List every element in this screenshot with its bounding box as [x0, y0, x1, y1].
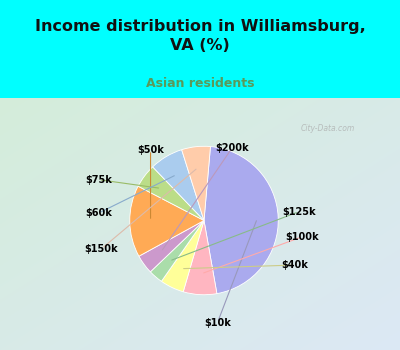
- Text: Income distribution in Williamsburg,
VA (%): Income distribution in Williamsburg, VA …: [35, 19, 365, 52]
- Text: $50k: $50k: [137, 145, 164, 155]
- Text: $125k: $125k: [282, 206, 316, 217]
- Text: $40k: $40k: [281, 260, 308, 270]
- Wedge shape: [150, 220, 204, 281]
- Text: $10k: $10k: [204, 318, 231, 328]
- Wedge shape: [138, 167, 204, 220]
- Text: Asian residents: Asian residents: [146, 77, 254, 90]
- Wedge shape: [139, 220, 204, 272]
- Wedge shape: [162, 220, 204, 292]
- Wedge shape: [153, 150, 204, 220]
- Wedge shape: [182, 146, 210, 220]
- Wedge shape: [130, 186, 204, 256]
- Text: $60k: $60k: [85, 208, 112, 218]
- Text: $100k: $100k: [285, 232, 319, 242]
- Text: $75k: $75k: [85, 175, 112, 185]
- Text: City-Data.com: City-Data.com: [301, 124, 355, 133]
- Wedge shape: [204, 147, 278, 294]
- Wedge shape: [183, 220, 217, 295]
- Text: $200k: $200k: [215, 143, 249, 153]
- Text: $150k: $150k: [85, 244, 118, 254]
